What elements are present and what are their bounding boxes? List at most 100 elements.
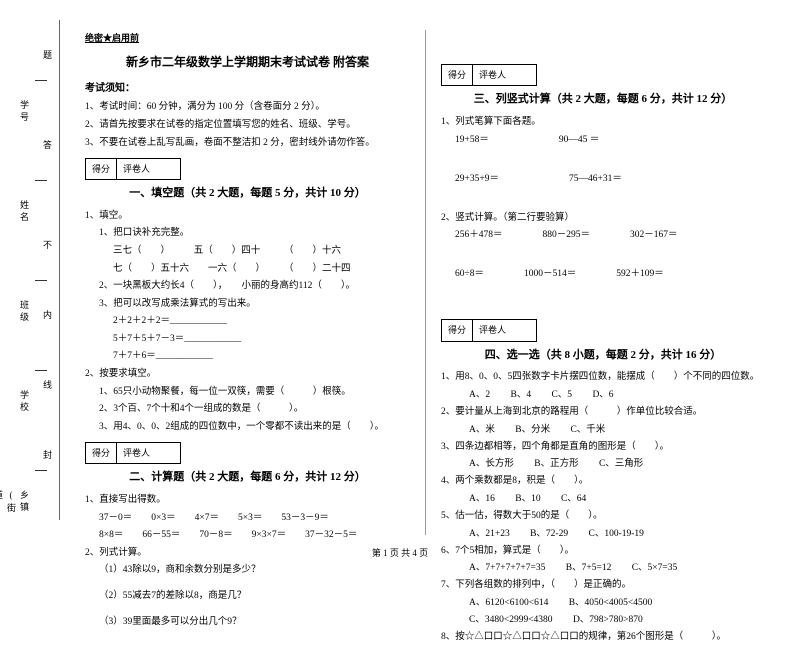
question: 5、估一估，得数大于50的是（ ）。 — [441, 508, 765, 526]
seal-mark: 题 — [41, 50, 54, 67]
score-label: 得分 — [442, 65, 473, 85]
notice-item: 2、请首先按要求在试卷的指定位置填写您的姓名、班级、学号。 — [85, 116, 410, 134]
sub-question: 1、65只小动物聚餐，每一位一双筷，需要（ ）根筷。 — [85, 384, 410, 402]
options-row: A、21+23 B、72-29 C、100-19-19 — [441, 526, 765, 543]
question: 2、要计量从上海到北京的路程用（ ）作单位比较合适。 — [441, 404, 765, 422]
seal-mark: 不 — [41, 240, 54, 257]
sidebar-field-school: 学校 — [18, 390, 31, 414]
sub-question: 2、一块黑板大约长4（ ）， 小丽的身高约112（ ）。 — [85, 278, 410, 296]
sidebar-field-id: 学号 — [18, 100, 31, 124]
option: B、4050<4005<4500 — [569, 595, 653, 612]
reviewer-label: 评卷人 — [117, 443, 180, 463]
section-4-title: 四、选一选（共 8 小题，每题 2 分，共计 16 分） — [441, 346, 765, 366]
question: 1、用8、0、0、5四张数字卡片摆四位数，能摆成（ ）个不同的四位数。 — [441, 369, 765, 387]
option: B、72-29 — [530, 526, 568, 543]
seal-mark: 答 — [41, 140, 54, 157]
calc-item: 29+35+9＝ — [455, 171, 499, 188]
calc-item: 592＋109＝ — [616, 266, 664, 283]
option: B、4 — [511, 387, 532, 404]
expr-row: 7＋7＋6＝____________ — [85, 348, 410, 366]
section-1-title: 一、填空题（共 2 大题，每题 5 分，共计 10 分） — [85, 184, 410, 204]
question: 1、直接写出得数。 — [85, 492, 410, 510]
seal-mark: 封 — [41, 450, 54, 467]
option: A、6120<6100<614 — [469, 595, 548, 612]
option: C、5×7=35 — [632, 560, 678, 577]
option: A、21+23 — [469, 526, 510, 543]
question: 8、按☆△口口☆△口口☆△口口的规律，第26个图形是（ ）。 — [441, 629, 765, 647]
options-row: A、2 B、4 C、5 D、6 — [441, 387, 765, 404]
calc-row: 37－0＝ 0×3＝ 4×7＝ 5×3＝ 53－3－9＝ — [85, 510, 410, 528]
option: C、3480<2999<4380 — [469, 612, 553, 629]
reviewer-label: 评卷人 — [473, 320, 536, 340]
option: B、分米 — [515, 422, 550, 439]
calc-row: 8×8＝ 66－55＝ 70－8＝ 9×3×7＝ 37－32－5＝ — [85, 527, 410, 545]
question: 7、下列各组数的排列中，（ ）是正确的。 — [441, 577, 765, 595]
option: D、798>780>870 — [573, 612, 643, 629]
section-3-title: 三、列竖式计算（共 2 大题，每题 6 分，共计 12 分） — [441, 90, 765, 110]
vertical-calc-row: 256＋478＝ 880－295＝ 302－167＝ — [441, 227, 765, 244]
sub-question: 3、把可以改写成乘法算式的写出来。 — [85, 296, 410, 314]
option: A、长方形 — [469, 456, 514, 473]
option: D、6 — [592, 387, 613, 404]
sub-question: （3）39里面最多可以分出几个9？ — [85, 614, 410, 632]
score-box: 得分 评卷人 — [441, 319, 537, 341]
score-box: 得分 评卷人 — [85, 158, 181, 180]
options-row: A、6120<6100<614 B、4050<4005<4500 — [441, 595, 765, 612]
page-footer: 第 1 页 共 4 页 — [0, 546, 800, 559]
sub-question: 1、把口诀补充完整。 — [85, 225, 410, 243]
option: B、10 — [515, 491, 540, 508]
score-label: 得分 — [442, 320, 473, 340]
confidential-mark: 绝密★启用前 — [85, 30, 410, 46]
sub-question: 2、3个百、7个十和4个一组成的数是（ ）。 — [85, 401, 410, 419]
vertical-calc-row: 29+35+9＝ 75—46+31＝ — [441, 171, 765, 188]
vertical-calc-row: 19+58＝ 90—45 ＝ — [441, 132, 765, 149]
calc-item: 75—46+31＝ — [569, 171, 622, 188]
option: C、三角形 — [599, 456, 643, 473]
question: 1、填空。 — [85, 208, 410, 226]
sidebar-field-class: 班级 — [18, 300, 31, 324]
option: A、2 — [469, 387, 490, 404]
question: 2、竖式计算。（第二行要验算） — [441, 210, 765, 228]
sidebar-field-name: 姓名 — [18, 200, 31, 224]
seal-mark: 线 — [41, 380, 54, 397]
calc-item: 90—45 ＝ — [559, 132, 599, 149]
score-label: 得分 — [86, 159, 117, 179]
sub-question: （1）43除以9，商和余数分别是多少？ — [85, 562, 410, 580]
options-row: A、米 B、分米 C、千米 — [441, 422, 765, 439]
binding-sidebar: 乡镇(街道) 学校 班级 姓名 学号 封 线 内 不 答 题 — [10, 20, 60, 520]
calc-item: 60÷8＝ — [455, 266, 484, 283]
sidebar-field-town: 乡镇(街道) — [0, 490, 31, 520]
option: B、7+5=12 — [566, 560, 612, 577]
option: A、米 — [469, 422, 495, 439]
option: C、64 — [561, 491, 586, 508]
notice-item: 3、不要在试卷上乱写乱画，卷面不整洁扣 2 分，密封线外请勿作答。 — [85, 134, 410, 152]
score-label: 得分 — [86, 443, 117, 463]
expr-row: 5＋7＋5＋7－3＝____________ — [85, 331, 410, 349]
seal-mark: 内 — [41, 310, 54, 327]
exam-title: 新乡市二年级数学上学期期末考试试卷 附答案 — [85, 52, 410, 74]
calc-item: 256＋478＝ — [455, 227, 503, 244]
calc-item: 880－295＝ — [543, 227, 591, 244]
calc-item: 19+58＝ — [455, 132, 489, 149]
options-row: C、3480<2999<4380 D、798>780>870 — [441, 612, 765, 629]
score-box: 得分 评卷人 — [441, 64, 537, 86]
expr-row: 2＋2＋2＋2＝____________ — [85, 313, 410, 331]
option: A、16 — [469, 491, 495, 508]
fill-row: 三七（ ） 五（ ）四十 （ ）十六 — [85, 243, 410, 261]
sub-question: （2）55减去7的差除以8，商是几？ — [85, 588, 410, 606]
calc-item: 302－167＝ — [630, 227, 678, 244]
option: C、100-19-19 — [588, 526, 643, 543]
sub-question: 3、用4、0、0、2组成的四位数中，一个零都不读出来的是（ ）。 — [85, 419, 410, 437]
option: A、7+7+7+7+7=35 — [469, 560, 545, 577]
exam-page: 绝密★启用前 新乡市二年级数学上学期期末考试试卷 附答案 考试须知： 1、考试时… — [0, 0, 800, 540]
options-row: A、长方形 B、正方形 C、三角形 — [441, 456, 765, 473]
right-column: 得分 评卷人 三、列竖式计算（共 2 大题，每题 6 分，共计 12 分） 1、… — [425, 30, 780, 535]
fill-row: 七（ ）五十六 一六（ ） （ ）二十四 — [85, 261, 410, 279]
notice-item: 1、考试时间：60 分钟，满分为 100 分（含卷面分 2 分）。 — [85, 98, 410, 116]
question: 3、四条边都相等，四个角都是直角的图形是（ ）。 — [441, 439, 765, 457]
notice-heading: 考试须知： — [85, 80, 410, 98]
calc-item: 1000－514＝ — [524, 266, 576, 283]
section-2-title: 二、计算题（共 2 大题，每题 6 分，共计 12 分） — [85, 468, 410, 488]
question: 2、按要求填空。 — [85, 366, 410, 384]
left-column: 绝密★启用前 新乡市二年级数学上学期期末考试试卷 附答案 考试须知： 1、考试时… — [70, 30, 425, 535]
